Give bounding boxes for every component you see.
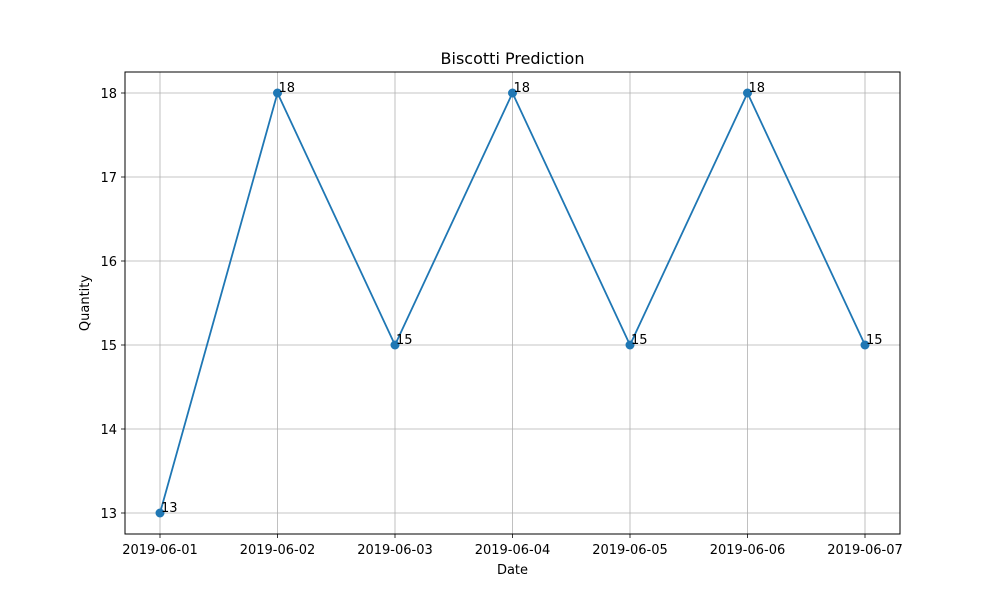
data-label: 15	[866, 333, 883, 348]
y-axis-label: Quantity	[78, 275, 93, 331]
x-tick-label: 2019-06-02	[240, 543, 316, 558]
x-axis-label: Date	[497, 563, 528, 578]
x-tick-label: 2019-06-07	[827, 543, 903, 558]
data-label: 18	[514, 81, 531, 96]
x-tick-label: 2019-06-05	[592, 543, 668, 558]
y-tick-label: 14	[100, 423, 117, 438]
chart-title: Biscotti Prediction	[441, 49, 585, 68]
x-tick-label: 2019-06-01	[122, 543, 198, 558]
data-point	[860, 340, 870, 350]
x-tick-label: 2019-06-04	[475, 543, 551, 558]
x-tick-label: 2019-06-03	[357, 543, 433, 558]
y-tick-label: 17	[100, 171, 117, 186]
data-point	[273, 88, 282, 98]
data-label: 15	[631, 333, 648, 348]
data-point	[508, 88, 517, 98]
y-tick-label: 18	[100, 87, 117, 102]
x-tick-label: 2019-06-06	[710, 543, 786, 558]
data-label: 15	[396, 333, 413, 348]
data-point	[155, 508, 165, 518]
axis-ticks: 2019-06-01 2019-06-02 2019-06-03 2019-06-04…	[100, 87, 902, 558]
data-label: 18	[749, 81, 766, 96]
data-labels: 13 18 15 18 15 18 15	[161, 81, 883, 516]
data-point	[743, 88, 752, 98]
series-layer	[155, 88, 870, 518]
y-tick-label: 16	[100, 255, 117, 270]
y-tick-label: 13	[100, 507, 117, 522]
data-point	[625, 340, 635, 350]
y-tick-label: 15	[100, 339, 117, 354]
data-label: 13	[161, 501, 178, 516]
data-label: 18	[279, 81, 296, 96]
data-point	[390, 340, 400, 350]
